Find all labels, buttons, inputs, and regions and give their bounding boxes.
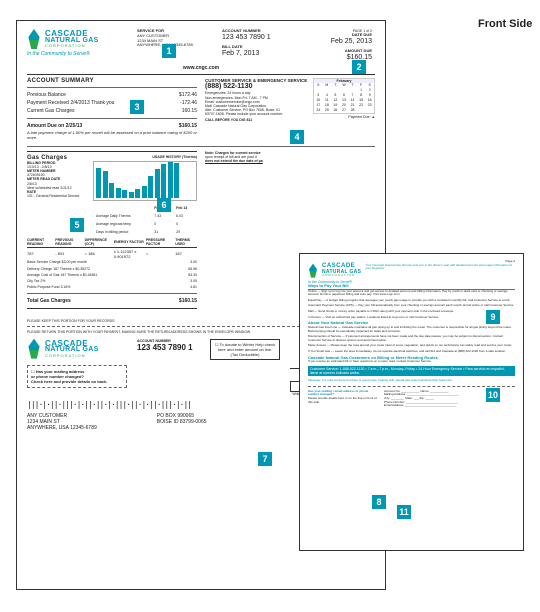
website: www.cngc.com <box>27 65 375 71</box>
pay-method: Online — Sign up to log into your accoun… <box>308 290 515 297</box>
bill-date: Feb 7, 2013 <box>222 50 302 58</box>
stat-row: Average regional temp <box>95 221 151 227</box>
mail-addr-3: ANYWHERE, USA 12345-6789 <box>27 425 97 431</box>
callout-9: 9 <box>486 310 500 324</box>
stat-val: 0 <box>175 221 195 227</box>
reading-table: CURRENT READINGPREVIOUS READINGDIFFERENC… <box>27 237 197 259</box>
callout-10: 10 <box>486 388 500 402</box>
cs-phone: (888) 522-1130 <box>205 83 309 91</box>
service-info: Meter Access — Please keep the area arou… <box>308 344 515 348</box>
callout-5: 5 <box>70 218 84 232</box>
flame-icon <box>308 264 318 278</box>
amount-due-on-label: Amount Due on 2/25/13 <box>27 123 82 129</box>
amount-due-on: $160.15 <box>179 123 197 129</box>
service-addr-2: ANYWHERE, USA 12345-6789 <box>137 43 222 48</box>
stat-row: Days in billing period <box>95 229 151 235</box>
service-info: Disconnection of Service — If payment ar… <box>308 335 515 342</box>
callout-2: 2 <box>352 60 366 74</box>
cs-line: 83707-1608. Please include your account … <box>205 112 309 116</box>
tagline: In the Community to Serve® <box>27 51 137 57</box>
pay-method: In Person — Visit an authorized pay stat… <box>308 316 515 320</box>
callout-8: 8 <box>372 495 386 509</box>
callout-1: 1 <box>162 44 176 58</box>
flame-icon <box>27 339 41 359</box>
back-intro: Your Cascade Natural Gas bill now puts y… <box>365 264 515 278</box>
callout-4: 4 <box>290 130 304 144</box>
pay-method: Automatic Payment Service (APS) — Pay yo… <box>308 304 515 308</box>
winter-help-box: ☐ To donate to Winter Help check here an… <box>210 339 280 360</box>
late-payment-notice: A late payment charge of 1.80% per month… <box>27 130 197 140</box>
route-info: If you receive an estimated bill or have… <box>308 360 515 364</box>
logo-line-3: CORPORATION <box>45 354 99 358</box>
stat-val: 31 <box>153 229 173 235</box>
callout-11: 11 <box>397 505 411 519</box>
payment-label: Payment Received 2/4/2013 Thank you <box>27 100 114 106</box>
pay-method: Mail — Send check or money order payable… <box>308 310 515 314</box>
address-change-box: ☐ Has your mailing address or phone numb… <box>27 365 127 388</box>
remit-addr-2: BOISE ID 83799-0065 <box>157 419 207 425</box>
stat-val: 29 <box>175 229 195 235</box>
message-bar: Message: It is cold out there but there … <box>308 379 515 383</box>
call-before-dig: CALL BEFORE YOU DIG 811 <box>205 118 309 122</box>
current-charges-label: Current Gas Charges <box>27 108 75 114</box>
service-info: Natural Gas Fuel Line — Cascade maintain… <box>308 326 515 333</box>
payment-due-marker: Payment Due: ▲ <box>313 115 375 119</box>
bill-back: Page 2 CASCADE NATURAL GAS CORPORATION Y… <box>299 253 524 551</box>
total-gas: $160.15 <box>179 298 197 304</box>
stat-row: Average Daily Therms <box>95 213 151 219</box>
date-due: Feb 25, 2013 <box>302 38 372 46</box>
cs-banner: Customer Service: 1-888-522-1130 • 7 a.m… <box>308 366 515 376</box>
usage-chart <box>93 161 197 201</box>
rate: 101 - General Residential Service <box>27 194 87 198</box>
account-summary-title: ACCOUNT SUMMARY <box>27 78 197 84</box>
stat-col-2: Feb 13 <box>175 205 195 211</box>
current-charges: 160.15 <box>182 108 197 114</box>
callout-3: 3 <box>130 100 144 114</box>
callout-6: 6 <box>157 198 171 212</box>
change-detail: Please provide details here or on the li… <box>308 397 378 404</box>
company-logo: CASCADE NATURAL GAS CORPORATION <box>27 29 137 49</box>
payment-amount: -172.46 <box>180 100 197 106</box>
address-change-text: Has your mailing address or phone number… <box>31 369 107 384</box>
stat-val: 6.03 <box>175 213 195 219</box>
note-line-1: Note: Charges for current service <box>205 151 261 155</box>
pay-method: Equal Pay — A budget billing program tha… <box>308 299 515 303</box>
logo-line-3: CORPORATION <box>45 44 99 48</box>
flame-icon <box>27 29 41 49</box>
field-email: Email Address: <box>384 403 404 407</box>
note-line-3: does not extend the due date of pa <box>205 159 375 163</box>
service-info: If You Smell Gas — Leave the area immedi… <box>308 350 515 354</box>
prev-balance-label: Previous Balance <box>27 92 66 98</box>
stat-val: 0 <box>153 221 173 227</box>
account-number: 123 453 7890 1 <box>222 34 302 42</box>
calendar: February SMTWTFS123456789101112131415161… <box>313 78 375 114</box>
winter-help-text: To donate to Winter Help check here and … <box>218 342 275 357</box>
front-side-label: Front Side <box>478 18 532 30</box>
callout-7: 7 <box>258 452 272 466</box>
back-logo: CASCADE NATURAL GAS CORPORATION <box>308 264 361 278</box>
prev-balance: $172.46 <box>179 92 197 98</box>
total-gas-label: Total Gas Charges <box>27 298 71 304</box>
stub-logo: CASCADE NATURAL GAS CORPORATION <box>27 339 127 359</box>
stat-val: 7.43 <box>153 213 173 219</box>
stub-acct: 123 453 7890 1 <box>137 343 193 352</box>
